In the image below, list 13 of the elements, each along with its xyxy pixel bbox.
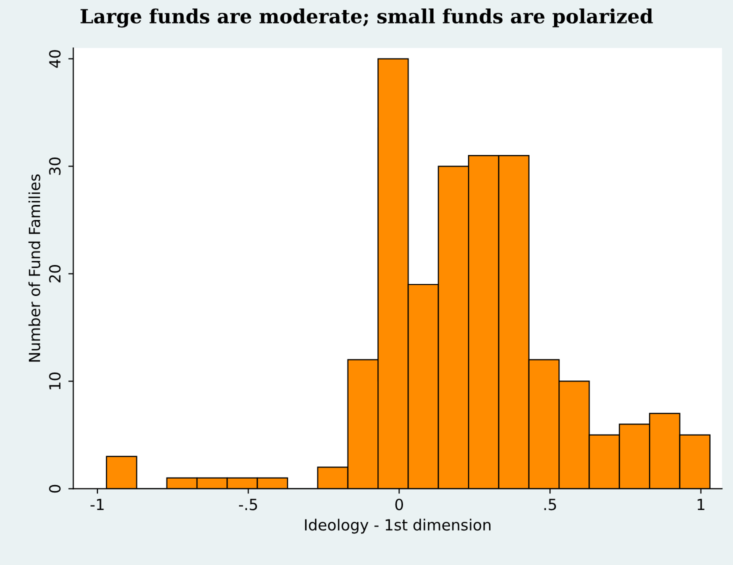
- y-tick-label: 20: [49, 265, 61, 282]
- y-tick-label: 10: [49, 372, 61, 390]
- x-tick-label: 0: [395, 498, 404, 510]
- x-tick-label: 1: [698, 498, 704, 510]
- x-tick-label: -1: [90, 498, 104, 510]
- y-axis-title: Number of Fund Families: [28, 174, 40, 362]
- x-tick-label: .5: [544, 498, 556, 510]
- y-tick-label: 30: [49, 158, 61, 175]
- x-tick-label: -.5: [239, 498, 258, 510]
- y-tick-label: 0: [49, 484, 61, 493]
- chart-title: Large funds are moderate; small funds are polarized: [80, 8, 653, 28]
- y-tick-label: 40: [49, 50, 61, 68]
- x-axis-title: Ideology - 1st dimension: [305, 518, 490, 534]
